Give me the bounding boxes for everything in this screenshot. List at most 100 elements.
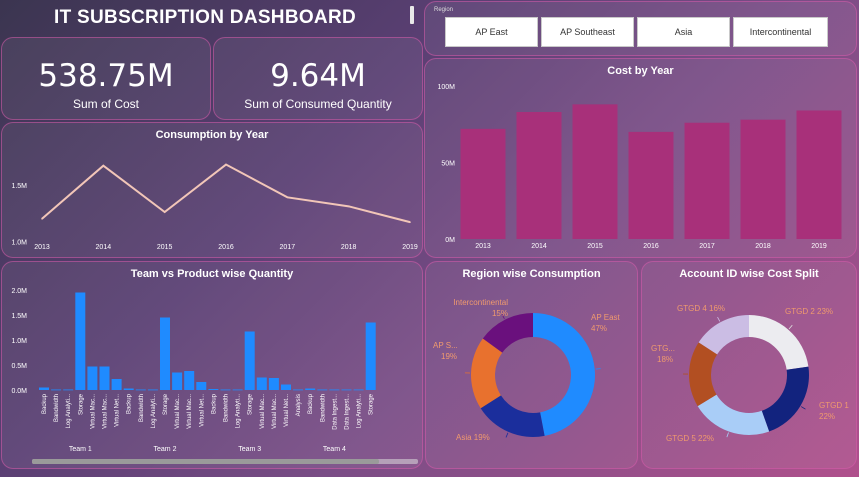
x-tick-label: 2018 bbox=[341, 244, 357, 251]
cost-bar bbox=[796, 110, 842, 239]
kpi-quantity-label: Sum of Consumed Quantity bbox=[244, 97, 392, 111]
slice-percent: 18% bbox=[657, 355, 673, 364]
region-option-asia[interactable]: Asia bbox=[637, 17, 730, 47]
quantity-bar bbox=[365, 322, 376, 390]
cost-chart-title: Cost by Year bbox=[607, 65, 674, 77]
product-label: Log Analyti... bbox=[236, 394, 242, 429]
y-tick-label: 2.0M bbox=[11, 288, 27, 295]
slice-percent: 22% bbox=[819, 412, 835, 421]
quantity-bar bbox=[87, 366, 98, 390]
product-label: Virtual Net... bbox=[284, 394, 290, 427]
chart-scroll-thumb bbox=[32, 459, 379, 464]
quantity-bar bbox=[184, 371, 195, 390]
product-label: Backup bbox=[211, 393, 217, 414]
y-tick-label: 100M bbox=[437, 84, 455, 91]
product-label: Bandwidth bbox=[139, 394, 145, 422]
region-slicer: Region AP East AP Southeast Asia Interco… bbox=[424, 1, 857, 56]
region-option-intercontinental[interactable]: Intercontinental bbox=[733, 17, 828, 47]
donut-slice bbox=[689, 342, 718, 407]
cost-bar bbox=[572, 104, 618, 239]
team-product-bar-chart: 0.0M 0.5M 1.0M 1.5M 2.0M Backup Bandwidth Log A… bbox=[11, 288, 418, 464]
quantity-bar bbox=[341, 389, 352, 391]
line-point bbox=[225, 163, 227, 166]
x-tick-label: 2019 bbox=[811, 243, 827, 250]
quantity-bar bbox=[244, 331, 255, 390]
cost-bar bbox=[460, 128, 506, 239]
account-donut-chart: GTGD 2 23% GTGD 1 22% GTGD 5 22% GTG... 18% GT… bbox=[651, 304, 849, 443]
cost-bar bbox=[628, 131, 674, 239]
product-label: Virtual Mac... bbox=[260, 394, 266, 429]
slice-percent: 19% bbox=[441, 352, 457, 361]
kpi-cost-value: 538.75M bbox=[38, 58, 174, 94]
y-tick-label: 0.0M bbox=[11, 388, 27, 395]
donut-slice bbox=[471, 338, 503, 409]
region-slicer-label: Region bbox=[434, 7, 454, 13]
cost-bar bbox=[516, 112, 562, 239]
consumption-line-chart: 1.0M 1.5M 2013 2014 2015 2016 2017 2018 2019 bbox=[11, 163, 418, 251]
consumption-by-year-card: Consumption by Year 1.0M 1.5M 2013 2014 2015… bbox=[1, 122, 423, 258]
product-label: Storage bbox=[163, 393, 169, 415]
team-label: Team 2 bbox=[154, 446, 177, 453]
team-product-card: Team vs Product wise Quantity 0.0M 0.5M 1.… bbox=[1, 261, 423, 469]
scroll-thumb[interactable] bbox=[410, 6, 414, 24]
dashboard-title: IT SUBSCRIPTION DASHBOARD bbox=[53, 7, 356, 28]
quantity-bar bbox=[51, 389, 62, 391]
product-label: Virtual Mac... bbox=[272, 394, 278, 429]
y-tick-label: 1.5M bbox=[11, 183, 27, 190]
x-tick-label: 2013 bbox=[34, 244, 50, 251]
product-label: Log Analyti... bbox=[357, 394, 363, 429]
leader-line bbox=[800, 406, 806, 410]
x-tick-label: 2016 bbox=[218, 244, 234, 251]
line-point bbox=[163, 211, 166, 213]
leader-line bbox=[726, 432, 729, 438]
quantity-bar bbox=[256, 377, 267, 390]
donut-slice bbox=[697, 394, 770, 435]
product-label: Data Ingest... bbox=[332, 394, 338, 430]
region-consumption-card: Region wise Consumption AP East 47% Asia 1… bbox=[425, 261, 638, 469]
kpi-cost-label: Sum of Cost bbox=[72, 97, 140, 111]
y-tick-label: 1.0M bbox=[11, 338, 27, 345]
quantity-bar bbox=[281, 384, 291, 390]
quantity-bar bbox=[293, 389, 304, 391]
product-label: Log Analyti... bbox=[66, 394, 72, 429]
slice-label: GTG... bbox=[651, 344, 675, 353]
region-option-ap-southeast[interactable]: AP Southeast bbox=[541, 17, 634, 47]
product-label: Virtual Mac... bbox=[175, 394, 181, 429]
cost-bar bbox=[684, 122, 730, 239]
product-label: Bandwidth bbox=[224, 394, 230, 422]
donut-slice bbox=[761, 366, 809, 432]
leader-line bbox=[788, 324, 793, 330]
team-label: Team 3 bbox=[238, 446, 261, 453]
slice-label: GTGD 2 23% bbox=[785, 307, 833, 316]
product-label: Bandwidth bbox=[54, 394, 60, 422]
region-option-ap-east[interactable]: AP East bbox=[445, 17, 538, 47]
product-label: Backup bbox=[308, 393, 314, 414]
donut-slice bbox=[480, 395, 545, 437]
quantity-bar bbox=[317, 389, 328, 391]
quantity-bar bbox=[208, 389, 219, 390]
slice-label: GTGD 4 16% bbox=[677, 304, 725, 313]
slice-label: GTGD 1 bbox=[819, 401, 849, 410]
x-tick-label: 2013 bbox=[475, 243, 491, 250]
slice-percent: 47% bbox=[591, 324, 607, 333]
quantity-bar bbox=[353, 389, 364, 391]
slice-percent: 15% bbox=[492, 309, 508, 318]
region-chart-title: Region wise Consumption bbox=[462, 268, 601, 280]
cost-by-year-card: Cost by Year 0M 50M 100M 2013 2014 2015 2016 20… bbox=[424, 58, 857, 258]
x-tick-label: 2019 bbox=[402, 244, 418, 251]
quantity-bar bbox=[268, 378, 279, 390]
kpi-quantity-value: 9.64M bbox=[270, 58, 366, 94]
leader-line bbox=[501, 314, 505, 320]
product-label: Virtual Net... bbox=[199, 394, 205, 427]
quantity-bar bbox=[75, 292, 86, 390]
line-point bbox=[41, 217, 43, 220]
quantity-bar bbox=[111, 379, 122, 390]
product-label: Virtual Net... bbox=[115, 394, 121, 427]
line-point bbox=[286, 196, 289, 199]
product-label: Log Analyti... bbox=[151, 394, 157, 429]
product-label: Virtual Mac... bbox=[187, 394, 193, 429]
quantity-bar bbox=[329, 389, 340, 391]
x-tick-label: 2016 bbox=[643, 243, 659, 250]
product-label: Bandwidth bbox=[320, 394, 326, 422]
team-product-chart-title: Team vs Product wise Quantity bbox=[130, 268, 294, 280]
